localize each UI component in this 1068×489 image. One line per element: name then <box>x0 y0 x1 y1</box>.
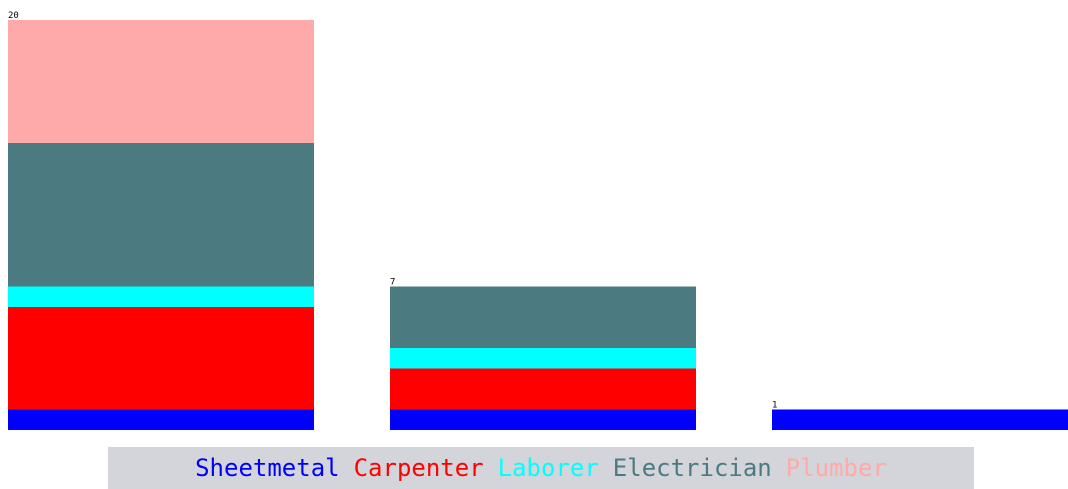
bar-total-label-1: 20 <box>8 11 19 21</box>
bar-segment-laborer-1 <box>8 286 314 307</box>
bar-segment-electrician-2 <box>390 286 696 348</box>
bar-segment-laborer-2 <box>390 348 696 369</box>
legend-item-plumber: Plumber <box>785 454 887 482</box>
bar-total-label-3: 1 <box>772 401 777 411</box>
legend-item-electrician: Electrician <box>612 454 772 482</box>
bar-segment-plumber-1 <box>8 20 314 143</box>
legend-item-carpenter: Carpenter <box>353 454 484 482</box>
bar-segment-carpenter-2 <box>390 368 696 410</box>
bar-total-label-2: 7 <box>390 278 395 288</box>
bar-segment-sheetmetal-1 <box>8 409 314 430</box>
chart-legend: Sheetmetal Carpenter Laborer Electrician… <box>108 447 974 489</box>
bar-segment-sheetmetal-2 <box>390 409 696 430</box>
bar-segment-carpenter-1 <box>8 307 314 410</box>
bar-segment-electrician-1 <box>8 143 314 287</box>
legend-item-sheetmetal: Sheetmetal <box>195 454 340 482</box>
legend-item-laborer: Laborer <box>497 454 599 482</box>
bar-segment-sheetmetal-3 <box>772 409 1068 430</box>
